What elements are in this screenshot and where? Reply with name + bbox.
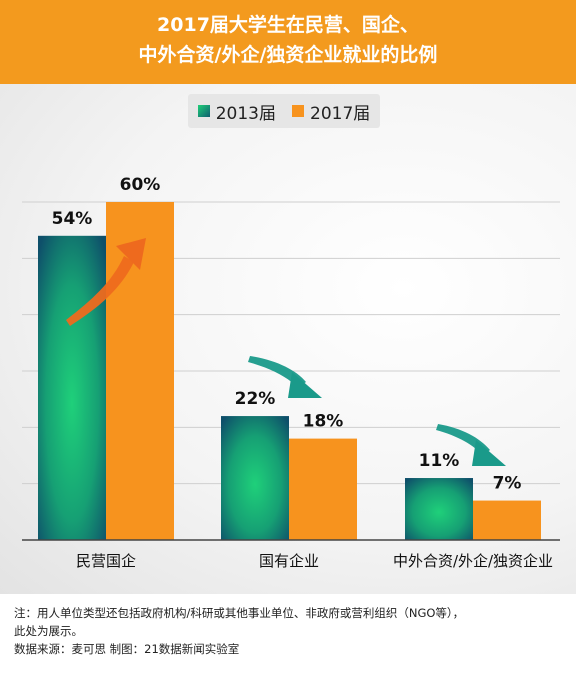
arrow-down-icon-1 [248, 356, 322, 398]
arrow-up-icon [66, 238, 146, 326]
footer-note: 注：用人单位类型还包括政府机构/科研或其他事业单位、非政府或营利组织（NGO等）… [14, 606, 465, 620]
category-label-1: 民营国企 [76, 552, 136, 570]
footer-note-continued: 此处为展示。 [14, 624, 83, 638]
value-label-2013-category-3: 11% [419, 451, 460, 471]
bar-chart-svg: 54% 60% 22% 18% 11% 7% 民营国企 国有企业 中外合资/外企/独资企业 [22, 175, 560, 570]
chart-title-line-1: 2017届大学生在民营、国企、 [157, 14, 419, 36]
chart-legend: 2013届 2017届 [188, 94, 380, 128]
bar-2013-category-3 [405, 478, 473, 540]
value-label-2017-category-1: 60% [120, 175, 161, 195]
chart-title-line-2: 中外合资/外企/独资企业就业的比例 [138, 44, 438, 66]
legend-label-2013: 2013届 [215, 103, 276, 124]
bar-2017-category-2 [289, 438, 357, 540]
value-label-2017-category-3: 7% [493, 474, 522, 494]
legend-item-2013: 2013届 [197, 99, 276, 124]
value-labels: 54% 60% 22% 18% 11% 7% [52, 175, 522, 494]
chart-header: 2017届大学生在民营、国企、 中外合资/外企/独资企业就业的比例 [0, 0, 576, 84]
value-label-2013-category-2: 22% [235, 389, 276, 409]
bars-group [38, 202, 541, 541]
bar-2013-category-2 [221, 416, 289, 540]
arrow-down-icon-2-head [472, 440, 506, 466]
category-label-2: 国有企业 [259, 552, 319, 570]
arrow-up-icon-shaft [66, 256, 134, 326]
footer-source: 数据来源：麦可思 制图：21数据新闻实验室 [14, 642, 240, 656]
legend-swatch-2017 [292, 105, 304, 117]
bar-2013-category-1 [38, 235, 106, 541]
legend-swatch-2013 [197, 105, 210, 117]
footer-notes: 注：用人单位类型还包括政府机构/科研或其他事业单位、非政府或营利组织（NGO等）… [14, 604, 570, 658]
trend-arrows [66, 238, 506, 466]
bar-2017-category-3 [473, 500, 541, 540]
value-label-2017-category-2: 18% [303, 412, 344, 432]
arrow-down-icon-2 [436, 424, 506, 466]
category-labels: 民营国企 国有企业 中外合资/外企/独资企业 [76, 552, 553, 570]
value-label-2013-category-1: 54% [52, 209, 93, 229]
category-label-3: 中外合资/外企/独资企业 [393, 552, 553, 570]
legend-label-2017: 2017届 [310, 103, 371, 124]
arrow-down-icon-1-head [288, 372, 322, 398]
legend-item-2017: 2017届 [292, 99, 370, 124]
arrow-up-icon-head [116, 238, 146, 270]
